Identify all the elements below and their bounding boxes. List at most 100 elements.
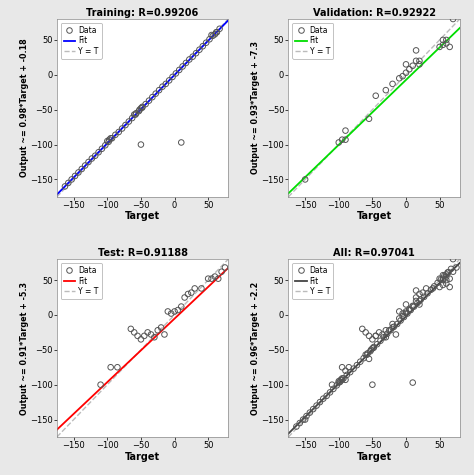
Point — [436, 275, 443, 283]
Point — [313, 402, 320, 409]
Point — [417, 296, 425, 304]
Point — [155, 86, 163, 94]
Point — [130, 111, 138, 118]
Point — [389, 323, 396, 331]
Point — [184, 290, 192, 298]
Point — [416, 60, 423, 68]
Point — [329, 385, 337, 393]
Point — [372, 92, 380, 100]
Point — [345, 363, 353, 371]
Point — [453, 264, 460, 271]
Point — [443, 276, 450, 284]
Point — [333, 381, 340, 389]
Point — [365, 332, 373, 340]
Legend: Data, Fit, Y = T: Data, Fit, Y = T — [292, 263, 333, 299]
Point — [439, 281, 447, 289]
Point — [412, 57, 420, 65]
Point — [446, 283, 454, 291]
Point — [151, 333, 158, 341]
Point — [353, 361, 361, 369]
Point — [449, 15, 457, 23]
Point — [221, 264, 229, 271]
Point — [301, 176, 309, 183]
Point — [61, 182, 69, 190]
Point — [430, 283, 438, 290]
Point — [362, 329, 369, 336]
Point — [443, 271, 450, 278]
Point — [424, 289, 431, 297]
Point — [387, 326, 394, 334]
Point — [164, 308, 172, 315]
Point — [367, 346, 375, 353]
Y-axis label: Output ~= 0.96*Target + -2.2: Output ~= 0.96*Target + -2.2 — [251, 282, 260, 415]
Point — [363, 351, 371, 359]
Point — [335, 379, 343, 386]
Point — [380, 333, 388, 341]
Point — [338, 136, 346, 143]
Point — [103, 137, 111, 145]
Point — [106, 136, 113, 143]
Point — [369, 335, 376, 343]
Point — [385, 326, 393, 334]
Point — [114, 363, 121, 371]
Point — [343, 371, 351, 379]
Point — [362, 351, 369, 359]
Point — [142, 100, 149, 108]
Point — [144, 329, 151, 336]
Point — [409, 379, 417, 386]
Point — [365, 355, 373, 363]
Point — [409, 303, 417, 310]
Point — [389, 80, 396, 88]
Point — [377, 337, 384, 344]
Point — [374, 341, 381, 348]
Point — [366, 347, 374, 355]
Point — [216, 25, 223, 33]
Y-axis label: Output ~= 0.91*Target + -5.3: Output ~= 0.91*Target + -5.3 — [19, 282, 28, 415]
Point — [416, 301, 423, 308]
Point — [439, 41, 447, 48]
Point — [372, 332, 380, 340]
Point — [446, 43, 454, 51]
Point — [211, 273, 219, 280]
Point — [439, 271, 447, 279]
Point — [88, 155, 96, 162]
Point — [422, 285, 430, 292]
Point — [412, 294, 420, 301]
Point — [402, 60, 410, 68]
Point — [369, 345, 376, 352]
Point — [419, 289, 427, 296]
Point — [82, 162, 89, 169]
Legend: Data, Fit, Y = T: Data, Fit, Y = T — [61, 263, 102, 299]
Point — [365, 115, 373, 123]
X-axis label: Target: Target — [356, 452, 392, 462]
Point — [340, 375, 347, 382]
Point — [382, 326, 390, 334]
Point — [206, 36, 213, 43]
Point — [439, 36, 447, 44]
Point — [71, 172, 79, 180]
Point — [402, 308, 410, 315]
Point — [300, 416, 307, 423]
Point — [409, 62, 417, 69]
Point — [338, 375, 346, 382]
Point — [412, 47, 420, 54]
Point — [145, 97, 153, 104]
Point — [157, 323, 165, 331]
Point — [85, 158, 92, 166]
Point — [392, 331, 400, 338]
Point — [107, 134, 114, 142]
Point — [326, 389, 334, 396]
Point — [152, 90, 160, 97]
Point — [449, 268, 457, 276]
Point — [97, 381, 104, 389]
Point — [189, 53, 197, 60]
Point — [443, 39, 450, 47]
Point — [393, 320, 401, 328]
Point — [211, 30, 219, 38]
Point — [191, 285, 199, 292]
Point — [416, 297, 423, 305]
Point — [338, 363, 346, 371]
Point — [414, 299, 421, 307]
X-axis label: Target: Target — [356, 211, 392, 221]
Title: Test: R=0.91188: Test: R=0.91188 — [98, 248, 188, 258]
